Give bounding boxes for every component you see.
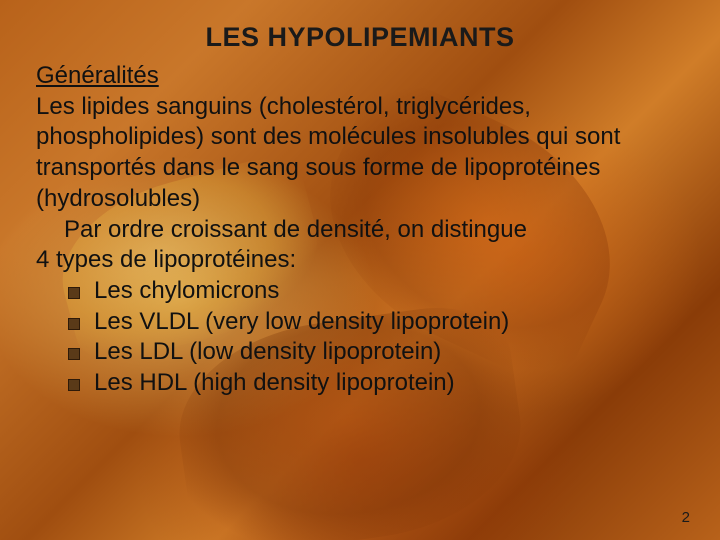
list-item-label: Les VLDL (very low density lipoprotein) [94,308,509,335]
slide-body: Généralités Les lipides sanguins (choles… [36,61,684,399]
list-item-label: Les LDL (low density lipoprotein) [94,338,441,365]
subheading: Généralités [36,61,684,92]
list-item: Les VLDL (very low density lipoprotein) [64,307,684,338]
bullet-list: Les chylomicrons Les VLDL (very low dens… [36,276,684,399]
page-number: 2 [682,509,690,526]
slide-content: LES HYPOLIPEMIANTS Généralités Les lipid… [36,22,684,399]
list-item: Les chylomicrons [64,276,684,307]
list-item-label: Les HDL (high density lipoprotein) [94,369,455,396]
list-item: Les LDL (low density lipoprotein) [64,337,684,368]
slide-title: LES HYPOLIPEMIANTS [36,22,684,53]
list-item: Les HDL (high density lipoprotein) [64,368,684,399]
list-item-label: Les chylomicrons [94,277,279,304]
paragraph-2-line2: 4 types de lipoprotéines: [36,246,296,273]
paragraph-1: Les lipides sanguins (cholestérol, trigl… [36,93,620,212]
slide: LES HYPOLIPEMIANTS Généralités Les lipid… [0,0,720,540]
paragraph-2-line1: Par ordre croissant de densité, on disti… [36,215,684,246]
